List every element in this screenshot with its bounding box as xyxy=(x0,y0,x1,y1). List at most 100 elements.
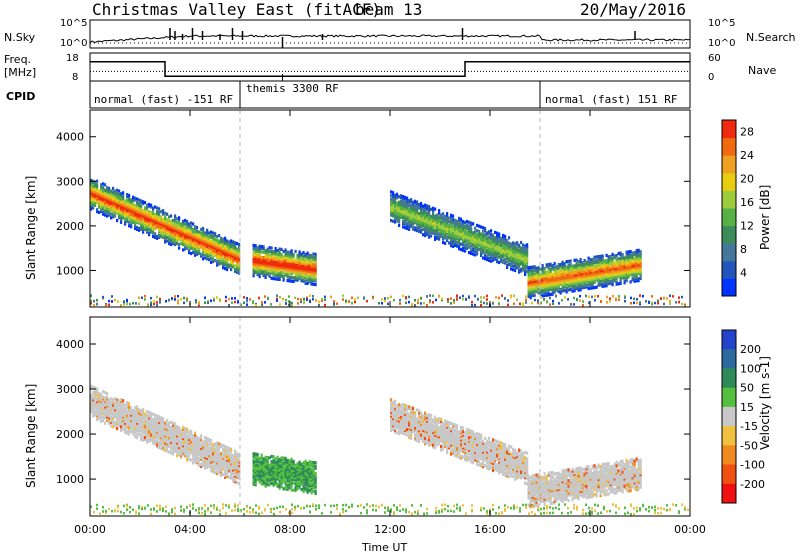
scatter-cell-0-559 xyxy=(166,230,169,234)
scatter-cell-0-1873 xyxy=(428,206,431,211)
scatter-cell-0-2088 xyxy=(460,247,463,252)
scatter-cell-0-195 xyxy=(116,206,119,210)
scatter-cell-0-604 xyxy=(172,231,175,235)
scatter-cell-0-1404 xyxy=(292,260,295,264)
ground-cell-0-3752 xyxy=(618,298,620,301)
scatter-cell-0-1035 xyxy=(232,261,235,265)
scatter-cell-0-859 xyxy=(208,252,211,256)
scatter-cell-0-846 xyxy=(206,246,209,250)
scatter-cell-0-104 xyxy=(104,208,107,212)
scatter-cell-0-1195 xyxy=(264,259,267,263)
scatter-cell-0-639 xyxy=(176,222,179,226)
scatter-cell-0-1322 xyxy=(282,278,285,282)
ground-cell-0-3706 xyxy=(537,301,539,305)
scatter-cell-0-780 xyxy=(196,236,199,240)
scatter-cell-0-2412 xyxy=(504,234,507,238)
ground-cell-0-3740 xyxy=(594,295,596,298)
scatter-cell-0-1777 xyxy=(416,204,419,208)
scatter-cell-0-1510 xyxy=(308,276,311,280)
scatter-cell-0-1318 xyxy=(280,256,283,260)
scatter-cell-0-379 xyxy=(140,213,143,217)
scatter-cell-0-2797 xyxy=(555,265,558,269)
scatter-cell-0-1106 xyxy=(252,251,255,255)
scatter-cell-0-1028 xyxy=(230,246,233,250)
scatter-cell-0-1262 xyxy=(274,270,277,274)
scatter-cell-0-1753 xyxy=(414,219,417,223)
scatter-cell-0-1213 xyxy=(266,251,269,255)
scatter-cell-1-725 xyxy=(184,427,187,431)
ground-cell-0-3480 xyxy=(165,300,167,303)
scatter-cell-0-880 xyxy=(210,239,213,243)
scatter-cell-0-1459 xyxy=(300,259,303,263)
scatter-cell-1-1118 xyxy=(236,452,239,456)
scatter-cell-0-626 xyxy=(174,216,177,220)
scatter-cell-0-453 xyxy=(150,212,153,216)
scatter-cell-0-1841 xyxy=(426,232,429,237)
scatter-cell-0-29 xyxy=(92,181,95,185)
scatter-cell-0-1755 xyxy=(414,215,417,219)
scatter-cell-0-1505 xyxy=(306,255,309,259)
scatter-cell-0-862 xyxy=(208,247,211,251)
scatter-cell-0-1267 xyxy=(274,261,277,265)
scatter-cell-0-1391 xyxy=(290,256,293,260)
scatter-cell-0-103 xyxy=(104,210,107,214)
scatter-cell-0-1085 xyxy=(238,257,241,261)
scatter-cell-0-481 xyxy=(154,216,157,220)
scatter-cell-0-682 xyxy=(184,247,187,251)
ground-cell-0-3761 xyxy=(636,301,638,305)
scatter-cell-0-41 xyxy=(94,184,97,188)
ground-cell-0-3625 xyxy=(414,304,416,307)
scatter-cell-0-1748 xyxy=(412,202,415,206)
scatter-cell-0-1611 xyxy=(394,199,397,203)
scatter-cell-1-24 xyxy=(92,391,95,395)
scatter-cell-0-563 xyxy=(166,223,169,227)
scatter-cell-0-589 xyxy=(170,232,173,236)
scatter-cell-0-1837 xyxy=(424,208,427,213)
scatter-cell-0-1116 xyxy=(254,260,257,264)
scatter-cell-0-1214 xyxy=(266,249,269,253)
scatter-cell-0-406 xyxy=(144,218,147,223)
scatter-cell-0-1887 xyxy=(432,231,435,235)
scatter-cell-0-85 xyxy=(102,212,105,216)
scatter-cell-0-824 xyxy=(202,228,205,232)
scatter-cell-0-1974 xyxy=(444,231,447,235)
scatter-cell-0-3403 xyxy=(637,277,640,281)
scatter-cell-0-11 xyxy=(90,187,93,191)
scatter-cell-0-438 xyxy=(148,215,151,219)
scatter-cell-1-550 xyxy=(162,424,165,428)
ground-cell-0-3758 xyxy=(633,301,635,305)
scatter-cell-0-1927 xyxy=(436,215,439,219)
scatter-cell-0-1252 xyxy=(272,262,275,266)
scatter-cell-0-860 xyxy=(208,251,211,255)
scatter-cell-0-1409 xyxy=(294,276,297,280)
scatter-cell-0-899 xyxy=(214,259,217,263)
scatter-cell-0-995 xyxy=(226,253,229,257)
scatter-cell-0-262 xyxy=(124,202,127,206)
scatter-cell-1-598 xyxy=(168,421,171,425)
scatter-cell-0-391 xyxy=(142,223,145,227)
scatter-cell-0-440 xyxy=(148,210,151,214)
scatter-cell-0-1002 xyxy=(226,241,229,245)
scatter-cell-0-1083 xyxy=(238,260,241,264)
scatter-cell-0-2524 xyxy=(520,240,523,245)
ground-cell-0-3748 xyxy=(612,295,614,298)
scatter-cell-0-2061 xyxy=(456,237,459,241)
scatter-cell-0-1563 xyxy=(314,265,317,269)
scatter-cell-0-1263 xyxy=(274,268,277,272)
scatter-cell-0-355 xyxy=(136,197,139,201)
scatter-cell-0-204 xyxy=(116,188,119,192)
scatter-cell-0-2825 xyxy=(559,262,562,266)
scatter-cell-0-1389 xyxy=(290,259,293,264)
scatter-cell-0-1036 xyxy=(232,259,235,264)
scatter-cell-0-796 xyxy=(198,234,201,238)
scatter-cell-0-1139 xyxy=(256,249,259,253)
scatter-cell-0-1399 xyxy=(292,269,295,273)
scatter-cell-0-552 xyxy=(164,218,167,223)
scatter-cell-0-928 xyxy=(218,260,221,264)
scatter-cell-0-1615 xyxy=(396,219,399,223)
scatter-cell-0-716 xyxy=(188,240,191,244)
scatter-cell-0-1218 xyxy=(268,269,271,273)
scatter-cell-0-1058 xyxy=(234,246,237,250)
scatter-cell-0-778 xyxy=(196,240,199,244)
scatter-cell-0-1355 xyxy=(286,266,289,270)
